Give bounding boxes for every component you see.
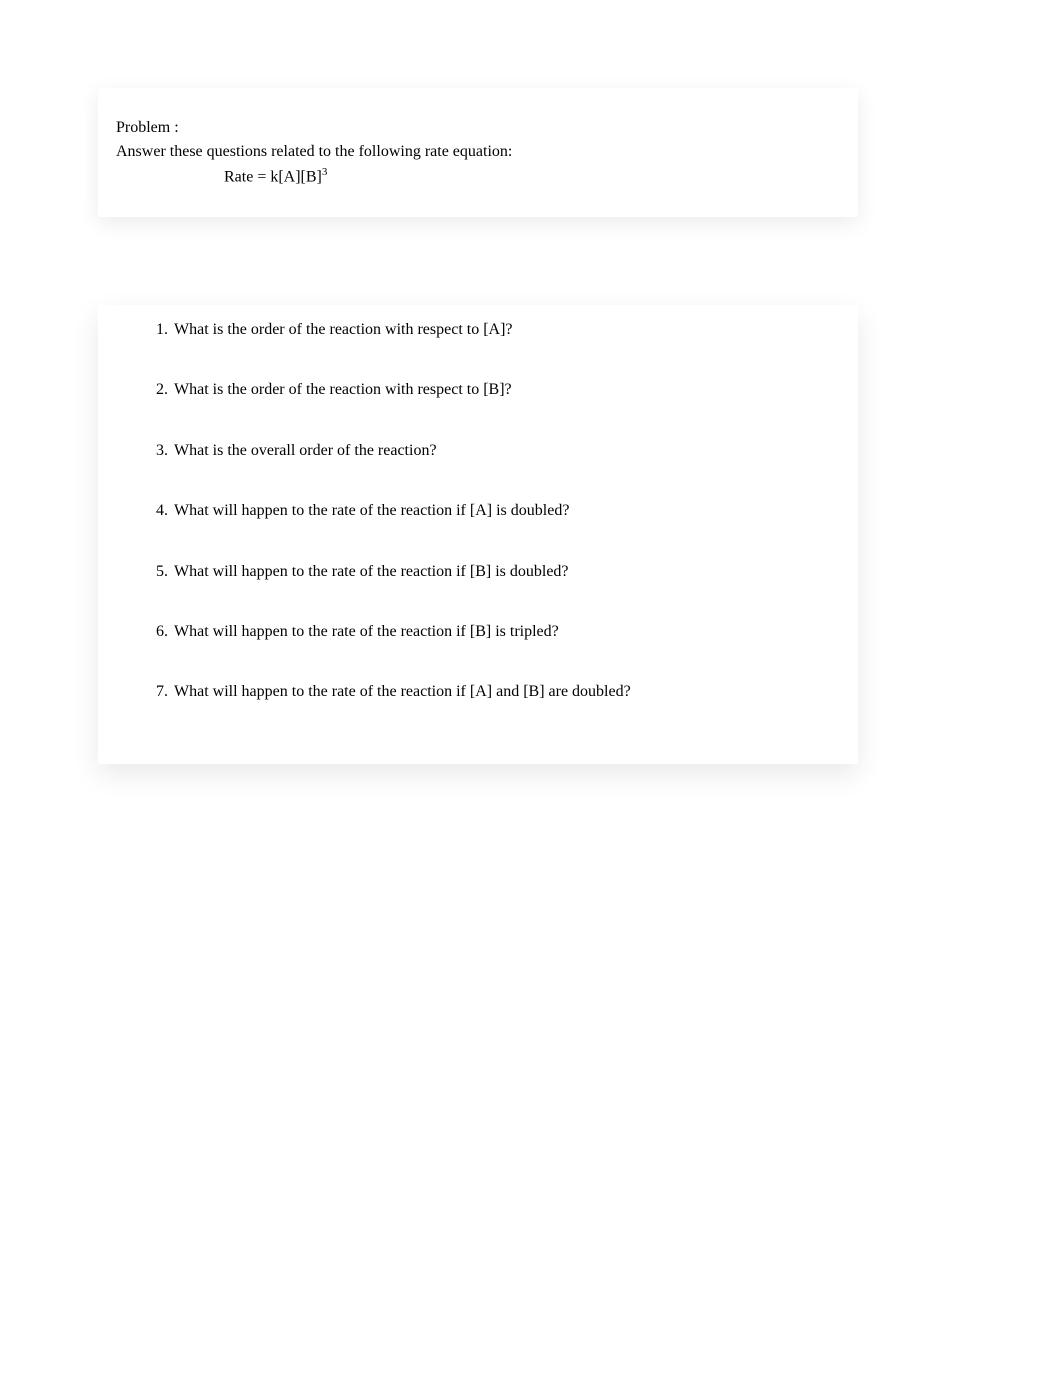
question-number: 2.	[138, 379, 174, 401]
question-text: What is the order of the reaction with r…	[174, 319, 818, 341]
question-item: 2. What is the order of the reaction wit…	[138, 379, 818, 401]
question-text: What is the overall order of the reactio…	[174, 440, 818, 462]
question-item: 5. What will happen to the rate of the r…	[138, 561, 818, 583]
problem-intro: Answer these questions related to the fo…	[116, 140, 840, 164]
problem-card: Problem : Answer these questions related…	[98, 88, 858, 217]
questions-list: 1. What is the order of the reaction wit…	[138, 319, 818, 704]
question-number: 5.	[138, 561, 174, 583]
question-item: 1. What is the order of the reaction wit…	[138, 319, 818, 341]
equation-exponent: 3	[322, 166, 328, 178]
question-item: 3. What is the overall order of the reac…	[138, 440, 818, 462]
question-text: What will happen to the rate of the reac…	[174, 561, 818, 583]
question-text: What will happen to the rate of the reac…	[174, 681, 818, 703]
question-number: 3.	[138, 440, 174, 462]
question-text: What will happen to the rate of the reac…	[174, 500, 818, 522]
question-text: What is the order of the reaction with r…	[174, 379, 818, 401]
question-text: What will happen to the rate of the reac…	[174, 621, 818, 643]
question-number: 1.	[138, 319, 174, 341]
question-item: 6. What will happen to the rate of the r…	[138, 621, 818, 643]
problem-label: Problem :	[116, 116, 840, 140]
question-number: 7.	[138, 681, 174, 703]
question-number: 6.	[138, 621, 174, 643]
question-item: 4. What will happen to the rate of the r…	[138, 500, 818, 522]
question-number: 4.	[138, 500, 174, 522]
question-item: 7. What will happen to the rate of the r…	[138, 681, 818, 703]
rate-equation: Rate = k[A][B]3	[116, 164, 840, 189]
questions-card: 1. What is the order of the reaction wit…	[98, 305, 858, 764]
equation-prefix: Rate = k[A][B]	[224, 168, 322, 185]
